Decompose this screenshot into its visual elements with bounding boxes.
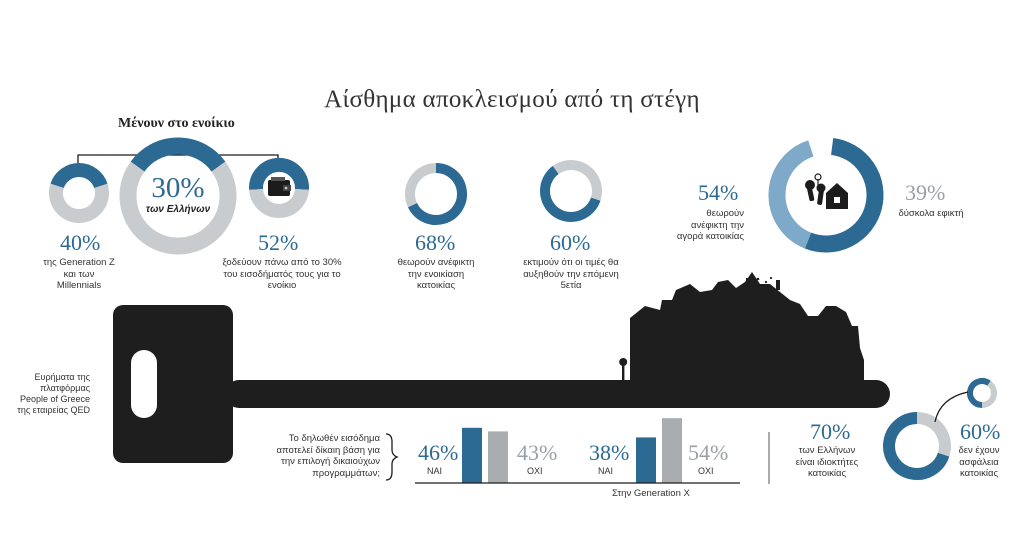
income-desc: ξοδεύουν πάνω από το 30% του εισοδήματός… — [222, 257, 342, 291]
income-basis-genx-bar-1 — [662, 418, 682, 483]
income-pct: 52% — [258, 230, 299, 255]
prices-desc: εκτιμούν ότι οι τιμές θα αυξηθούν την επ… — [523, 257, 619, 291]
insured-slice-1 — [981, 380, 997, 408]
owners-slice-0 — [883, 412, 950, 480]
donut-owners — [883, 412, 951, 480]
insured-desc: δεν έχουν ασφάλεια κατοικίας — [958, 445, 1000, 479]
gen-z-slice-1 — [49, 183, 109, 223]
renters-subheading: Μένουν στο ενοίκιο — [118, 116, 235, 131]
gen-z-desc: της Generation Z και των Millennials — [43, 257, 115, 291]
city-skyline — [630, 272, 864, 392]
income-share-slice-1 — [249, 188, 309, 218]
donut-gen-z — [49, 163, 109, 223]
insured-pct: 60% — [960, 419, 1001, 444]
source-note: Ευρήματα της πλατφόρμας People of Greece… — [17, 372, 90, 415]
question-text: Το δηλωθέν εισόδημα αποτελεί δίκαιη βάση… — [276, 433, 380, 479]
purchase-slice-1 — [768, 140, 814, 249]
yes-all-pct: 46% — [418, 440, 459, 465]
yes-all-label: ΝΑΙ — [427, 466, 443, 476]
no-genx-label: ΟΧΙ — [698, 466, 714, 476]
income-share-slice-0 — [249, 158, 309, 190]
buy-pct: 54% — [698, 180, 739, 205]
donut-insured — [967, 378, 997, 408]
income-basis-all-bar-1 — [488, 431, 508, 483]
yes-genx-pct: 38% — [589, 440, 630, 465]
prices-pct: 60% — [550, 230, 591, 255]
owners-pct: 70% — [810, 419, 851, 444]
bar-chart-income-basis-genx — [636, 418, 682, 483]
no-all-pct: 43% — [517, 440, 558, 465]
yes-genx-label: ΝΑΙ — [598, 466, 614, 476]
bracket-line — [77, 154, 279, 170]
rent-desc: θεωρούν ανέφικτη την ενοικίαση κατοικίας — [397, 257, 475, 291]
rent-unaffordable-slice-1 — [405, 163, 437, 208]
infographic-title: Αίσθημα αποκλεισμού από τη στέγη — [324, 86, 700, 113]
wallet-icon — [268, 177, 291, 196]
keys-house-icon — [805, 173, 848, 209]
rent-unaffordable-slice-0 — [407, 163, 467, 225]
key-hole — [131, 350, 157, 418]
genx-caption: Στην Generation X — [612, 488, 690, 499]
no-genx-pct: 54% — [688, 440, 729, 465]
income-basis-all-bar-0 — [462, 427, 482, 483]
insured-slice-0 — [967, 378, 991, 408]
question-brace — [385, 433, 399, 481]
connector-line — [934, 391, 969, 423]
buy-desc: θεωρούν ανέφικτη την αγορά κατοικίας — [676, 208, 744, 242]
owners-slice-1 — [916, 412, 951, 457]
donut-rent-unaffordable — [405, 163, 467, 225]
donut-income-share — [249, 158, 309, 218]
owners-desc: των Ελλήνων είναι ιδιοκτήτες κατοικίας — [795, 445, 859, 479]
renters-total-caption: των Ελλήνων — [145, 204, 211, 215]
no-all-label: ΟΧΙ — [527, 466, 543, 476]
renters-total-slice-0 — [130, 137, 226, 172]
renters-total-pct: 30% — [151, 172, 205, 204]
income-basis-genx-bar-0 — [636, 437, 656, 483]
key-head — [113, 305, 233, 463]
hard-pct: 39% — [905, 180, 946, 205]
purchase-slice-0 — [804, 137, 884, 253]
donut-prices-rise — [540, 160, 602, 222]
prices-rise-slice-0 — [540, 165, 601, 222]
gen-z-slice-0 — [50, 163, 108, 189]
hard-desc: δύσκολα εφικτή — [898, 208, 964, 219]
people-icon — [67, 183, 91, 204]
bar-chart-income-basis-all — [462, 427, 508, 483]
lamp-post — [619, 358, 628, 384]
renters-total-slice-1 — [119, 161, 237, 255]
gen-z-pct: 40% — [60, 230, 101, 255]
prices-rise-slice-1 — [552, 160, 602, 201]
donut-renters-total — [119, 137, 237, 255]
renters-total-value: 30% των Ελλήνων — [142, 172, 214, 215]
donut-purchase — [768, 137, 884, 253]
rent-pct: 68% — [415, 230, 456, 255]
